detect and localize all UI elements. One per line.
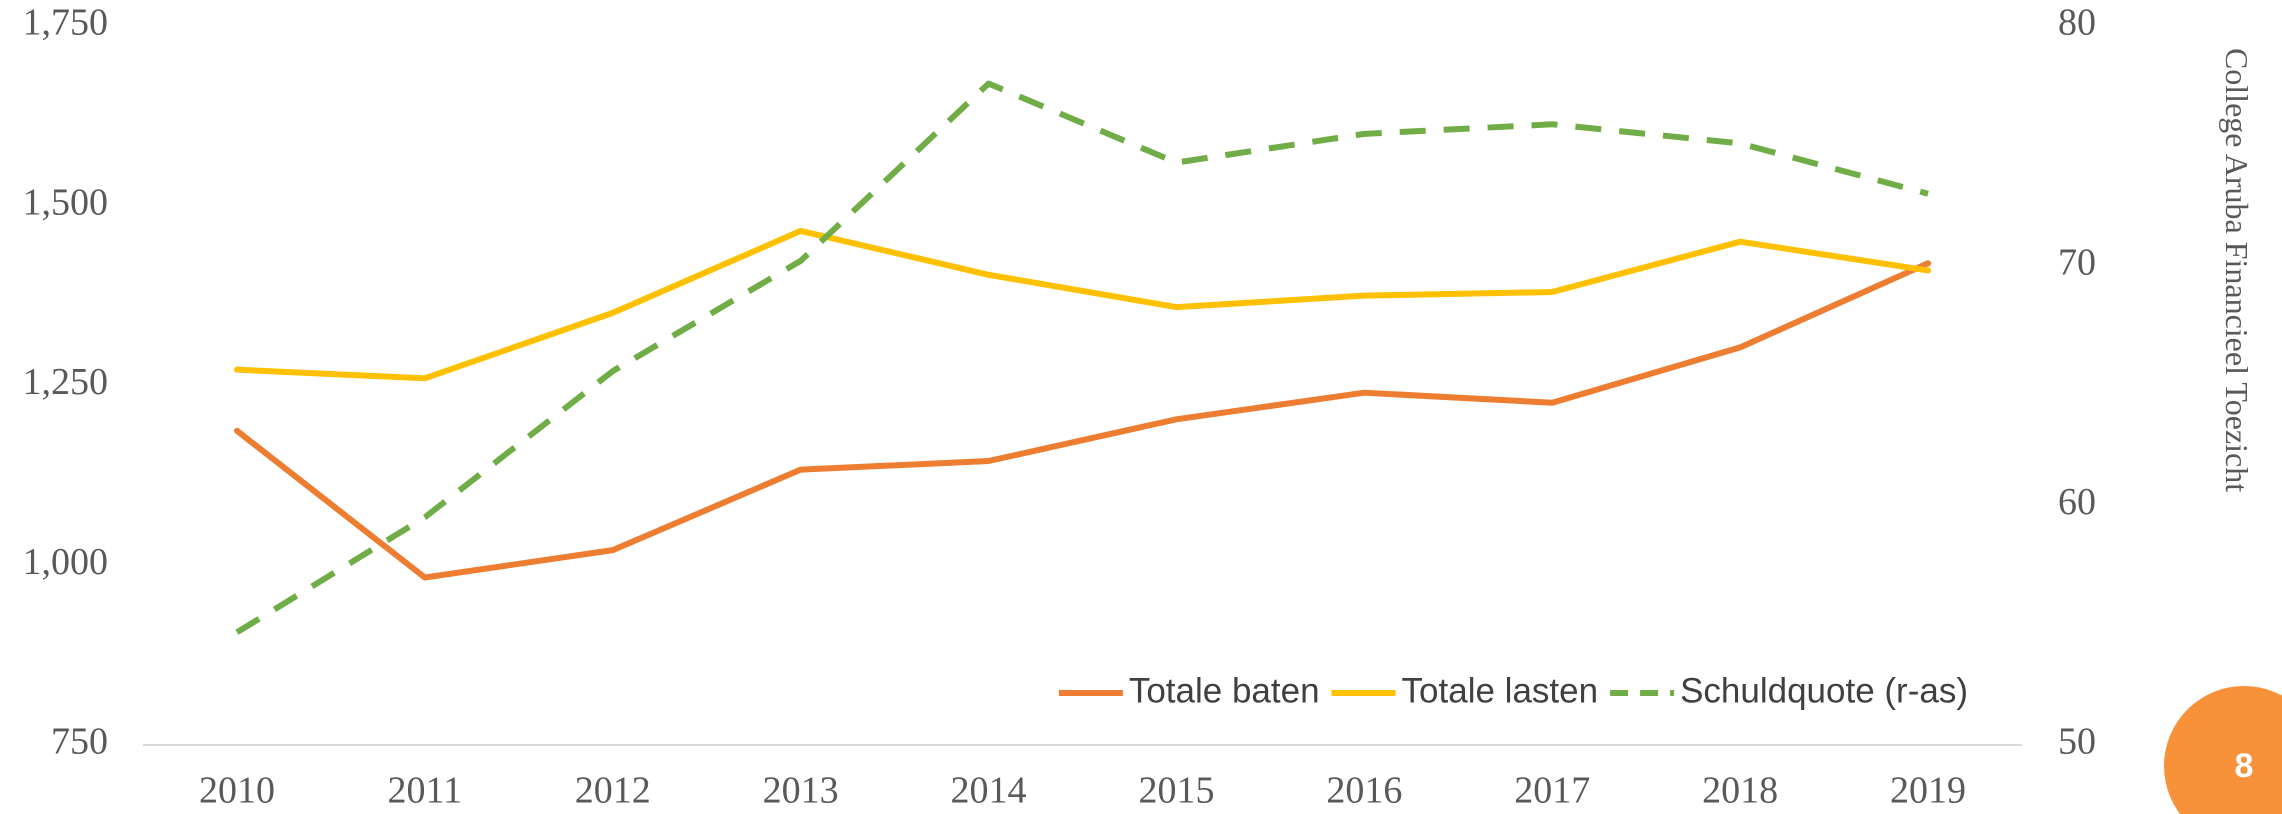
y2-tick-label: 70 (2058, 241, 2096, 283)
x-tick-label: 2018 (1702, 770, 1778, 812)
y2-tick-label: 80 (2058, 2, 2096, 44)
x-tick-label: 2013 (763, 770, 839, 812)
y-tick-label: 750 (51, 721, 108, 763)
x-tick-label: 2019 (1890, 770, 1966, 812)
series-line (233, 227, 1932, 382)
page-badge (2164, 686, 2282, 814)
x-tick-label: 2017 (1514, 770, 1590, 812)
x-tick-label: 2010 (199, 770, 275, 812)
y2-tick-label: 60 (2058, 481, 2096, 523)
x-tick-label: 2016 (1326, 770, 1402, 812)
legend-label: Totale baten (1129, 671, 1320, 710)
x-tick-label: 2014 (951, 770, 1027, 812)
x-tick-label: 2011 (388, 770, 463, 812)
series-line (233, 260, 1932, 581)
y2-tick-label: 50 (2058, 721, 2096, 763)
y-tick-label: 1,000 (23, 541, 109, 583)
y-tick-label: 1,500 (23, 181, 109, 223)
series-line (235, 80, 1929, 635)
x-tick-label: 2015 (1138, 770, 1214, 812)
y-tick-label: 1,750 (23, 2, 109, 44)
y-tick-label: 1,250 (23, 361, 109, 403)
x-tick-label: 2012 (575, 770, 651, 812)
page-number: 8 (2235, 747, 2254, 785)
legend-label: Totale lasten (1402, 671, 1599, 710)
side-text: College Aruba Financieel Toezicht (2219, 48, 2255, 492)
legend-label: Schuldquote (r-as) (1680, 671, 1968, 710)
